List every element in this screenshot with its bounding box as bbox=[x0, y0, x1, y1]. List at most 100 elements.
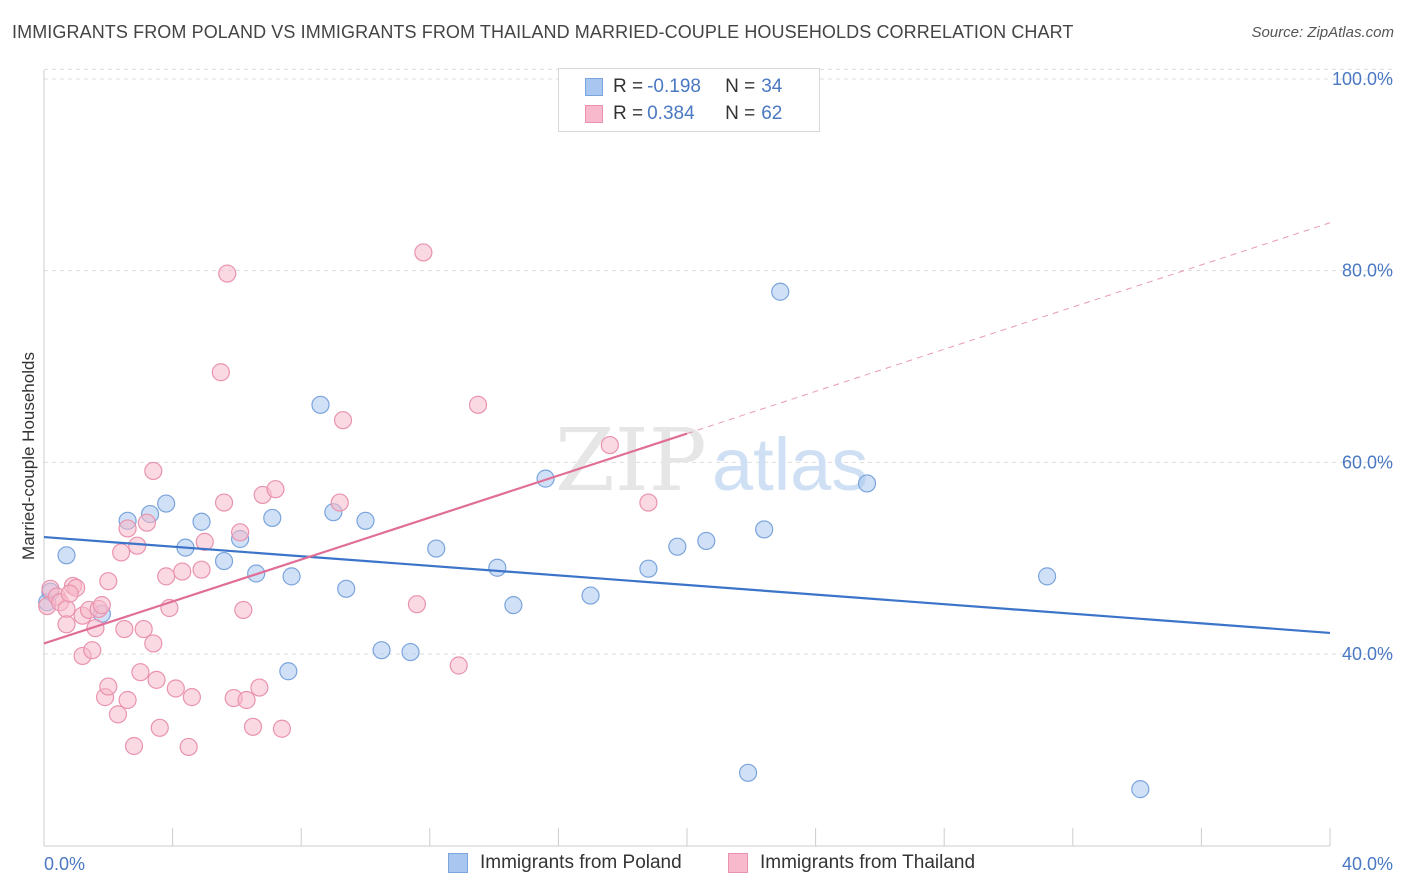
poland-point bbox=[1131, 780, 1150, 799]
thailand-point bbox=[124, 736, 144, 756]
axes bbox=[43, 70, 1331, 847]
thailand-point bbox=[112, 543, 131, 562]
legend-n-value: 62 bbox=[761, 103, 783, 124]
legend-n-value: 34 bbox=[761, 76, 783, 97]
y-tick-label: 100.0% bbox=[1332, 69, 1393, 89]
thailand-point bbox=[131, 663, 150, 682]
thailand-point bbox=[600, 435, 619, 455]
thailand-point bbox=[137, 513, 156, 532]
thailand-point bbox=[118, 519, 137, 538]
poland-point bbox=[57, 546, 76, 565]
poland-point bbox=[427, 539, 446, 558]
thailand-point bbox=[150, 718, 169, 737]
legend-n-label: N = bbox=[725, 103, 756, 124]
legend-label-thailand: Immigrants from Thailand bbox=[760, 852, 976, 873]
poland-point bbox=[755, 520, 774, 539]
poland-point bbox=[488, 558, 507, 577]
thailand-point bbox=[57, 599, 76, 619]
poland-point bbox=[337, 579, 356, 598]
poland-point bbox=[668, 537, 687, 556]
legend-swatch-thailand bbox=[585, 105, 603, 123]
poland-point bbox=[214, 551, 234, 571]
thailand-point bbox=[237, 690, 256, 710]
thailand-point bbox=[234, 600, 253, 620]
legend-row-poland: R = -0.198 N = 34 bbox=[585, 76, 782, 98]
thailand-point bbox=[83, 641, 102, 660]
thailand-point bbox=[218, 264, 237, 283]
thailand-point bbox=[449, 656, 468, 675]
thailand-point bbox=[214, 493, 234, 512]
poland-point bbox=[356, 511, 375, 530]
thailand-point bbox=[192, 560, 211, 579]
thailand-point bbox=[173, 562, 192, 581]
thailand-point bbox=[92, 596, 111, 615]
thailand-point bbox=[333, 411, 353, 430]
poland-point bbox=[857, 474, 877, 493]
poland-point bbox=[157, 494, 176, 513]
legend-item-thailand: Immigrants from Thailand bbox=[728, 852, 975, 874]
legend-row-thailand: R = 0.384 N = 62 bbox=[585, 103, 782, 125]
gridlines bbox=[44, 68, 1392, 655]
thailand-point bbox=[118, 690, 137, 710]
poland-point bbox=[697, 531, 716, 551]
thailand-point bbox=[414, 243, 433, 262]
data-points bbox=[38, 243, 1150, 799]
thailand-point bbox=[99, 677, 118, 696]
thailand-point bbox=[115, 619, 134, 639]
thailand-point bbox=[243, 717, 263, 736]
x-tick-label: 40.0% bbox=[1342, 854, 1393, 874]
poland-point bbox=[279, 662, 298, 681]
poland-point bbox=[282, 567, 301, 586]
y-tick-label: 80.0% bbox=[1342, 261, 1393, 281]
thailand-point bbox=[179, 737, 198, 757]
source-label: Source: ZipAtlas.com bbox=[1251, 24, 1394, 41]
thailand-point bbox=[108, 705, 128, 724]
thailand-point bbox=[99, 572, 118, 591]
thailand-point bbox=[134, 619, 153, 639]
thailand-trend-extension bbox=[686, 222, 1331, 435]
watermark: ZIP atlas bbox=[555, 411, 868, 511]
thailand-point bbox=[407, 595, 427, 614]
poland-point bbox=[504, 596, 523, 615]
thailand-point bbox=[231, 523, 250, 542]
thailand-point bbox=[57, 615, 76, 634]
chart-title: IMMIGRANTS FROM POLAND VS IMMIGRANTS FRO… bbox=[12, 22, 1074, 42]
legend-swatch-thailand bbox=[728, 853, 748, 873]
y-tick-label: 40.0% bbox=[1342, 644, 1393, 664]
legend-item-poland: Immigrants from Poland bbox=[448, 852, 682, 874]
watermark-atlas: atlas bbox=[712, 423, 868, 506]
thailand-point bbox=[468, 395, 488, 414]
thailand-point bbox=[144, 461, 163, 481]
watermark-zip: ZIP bbox=[555, 411, 707, 511]
poland-point bbox=[1037, 567, 1057, 586]
thailand-point bbox=[272, 719, 292, 738]
thailand-point bbox=[182, 688, 201, 707]
poland-trend-line bbox=[43, 535, 1331, 635]
legend-swatch-poland bbox=[585, 78, 603, 96]
trend-lines bbox=[43, 222, 1331, 645]
y-axis-label: Married-couple Households bbox=[19, 352, 38, 560]
legend-swatch-poland bbox=[448, 853, 468, 873]
poland-point bbox=[401, 642, 420, 662]
poland-point bbox=[372, 641, 391, 660]
legend-r-value: 0.384 bbox=[647, 103, 695, 124]
x-tick-label: 0.0% bbox=[44, 854, 85, 874]
poland-point bbox=[771, 282, 790, 301]
thailand-point bbox=[147, 670, 166, 689]
thailand-point bbox=[86, 619, 105, 638]
series-legend: Immigrants from Poland Immigrants from T… bbox=[0, 852, 1406, 878]
thailand-point bbox=[266, 480, 285, 499]
poland-point bbox=[311, 395, 330, 414]
thailand-point bbox=[250, 678, 269, 697]
legend-n-label: N = bbox=[725, 76, 756, 97]
poland-point bbox=[263, 508, 282, 528]
poland-point bbox=[738, 763, 758, 782]
poland-point bbox=[581, 586, 600, 605]
thailand-point bbox=[211, 363, 230, 382]
stats-legend: R = -0.198 N = 34 R = 0.384 N = 62 bbox=[558, 68, 820, 132]
thailand-point bbox=[330, 493, 349, 512]
legend-r-value: -0.198 bbox=[647, 76, 701, 97]
thailand-point bbox=[128, 536, 147, 555]
thailand-point bbox=[157, 567, 176, 586]
